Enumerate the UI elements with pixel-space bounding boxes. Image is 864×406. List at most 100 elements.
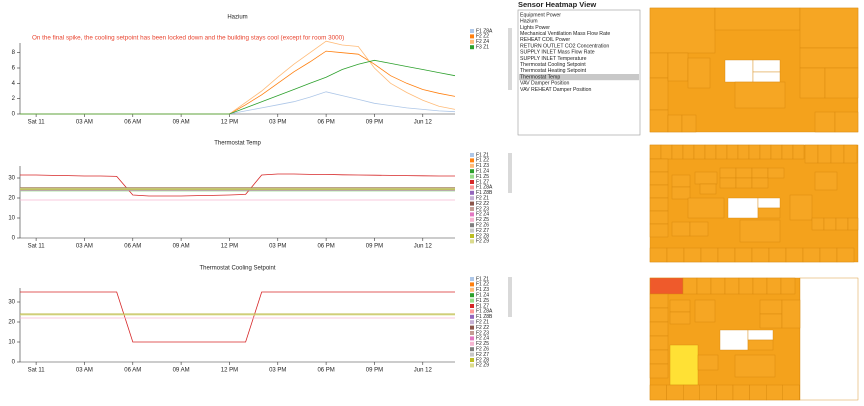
- room: [768, 247, 787, 263]
- legend-label: F2 Z2: [476, 34, 489, 40]
- room: [689, 221, 709, 237]
- chart-title: Thermostat Temp: [214, 141, 261, 147]
- room: [649, 363, 669, 379]
- y-tick-label: 20: [8, 196, 15, 202]
- x-tick-label: 03 PM: [269, 120, 286, 126]
- legend-swatch: [470, 363, 474, 368]
- room: [649, 7, 716, 54]
- legend-label: F2 Z2: [476, 201, 489, 207]
- sensor-option[interactable]: REHEAT COIL Power: [520, 37, 570, 43]
- scrollbar[interactable]: [508, 28, 512, 90]
- sensor-option[interactable]: SUPPLY INLET Mass Flow Rate: [520, 50, 595, 56]
- legend-swatch: [470, 282, 474, 287]
- sensor-option[interactable]: VAV REHEAT Damper Position: [520, 87, 592, 93]
- room: [759, 313, 783, 329]
- sensor-option[interactable]: Mechanical Ventilation Mass Flow Rate: [520, 31, 610, 37]
- room: [751, 177, 769, 189]
- room: [649, 384, 667, 401]
- room: [748, 144, 761, 160]
- sensor-list[interactable]: [517, 9, 641, 136]
- room: [811, 217, 825, 231]
- legend-label: F2 Z1: [476, 320, 489, 326]
- room: [749, 384, 767, 401]
- room: [734, 354, 776, 378]
- room: [671, 221, 691, 237]
- x-tick-label: 09 AM: [173, 244, 190, 250]
- sensor-option[interactable]: Thermostat Temp: [520, 74, 560, 80]
- legend-swatch: [470, 309, 474, 314]
- room: [699, 384, 717, 401]
- room: [804, 144, 819, 164]
- sensor-option[interactable]: RETURN OUTLET CO2 Concentration: [520, 43, 609, 49]
- room: [683, 384, 701, 401]
- x-tick-label: 06 AM: [124, 368, 141, 374]
- room: [792, 144, 805, 160]
- room: [649, 197, 669, 212]
- legend-label: F2 Z6: [476, 347, 489, 353]
- room: [836, 247, 855, 263]
- room: [694, 171, 718, 185]
- legend-label: F1 Z7: [476, 179, 489, 185]
- room: [724, 277, 740, 295]
- legend-label: F1 Z4: [476, 293, 489, 299]
- room: [649, 184, 669, 199]
- room: [649, 158, 669, 173]
- annotation: On the final spike, the cooling setpoint…: [32, 35, 344, 42]
- sensor-option[interactable]: Lights Power: [520, 25, 550, 31]
- room: [700, 247, 719, 263]
- x-tick-label: 09 PM: [366, 244, 383, 250]
- sensor-option[interactable]: VAV Damper Position: [520, 81, 570, 87]
- room: [799, 67, 826, 99]
- scrollbar[interactable]: [508, 277, 512, 317]
- room: [799, 7, 859, 49]
- legend-label: F1 Z1: [476, 152, 489, 158]
- legend-swatch: [470, 287, 474, 292]
- room: [734, 81, 786, 109]
- room: [693, 144, 706, 160]
- room: [781, 299, 801, 329]
- room: [819, 247, 838, 263]
- legend-swatch: [470, 347, 474, 352]
- x-tick-label: 12 PM: [221, 368, 238, 374]
- legend-swatch: [470, 29, 474, 33]
- room: [814, 171, 838, 191]
- legend-swatch: [470, 217, 474, 222]
- legend-swatch: [470, 212, 474, 217]
- legend-swatch: [470, 239, 474, 244]
- sensor-option[interactable]: Hazium: [520, 19, 538, 25]
- sensor-option[interactable]: Thermostat Heating Setpoint: [520, 68, 587, 74]
- x-tick-label: Jun 12: [414, 244, 433, 250]
- legend-swatch: [470, 277, 474, 281]
- room: [732, 384, 750, 401]
- sensor-option[interactable]: SUPPLY INLET Temperature: [520, 56, 587, 62]
- scrollbar[interactable]: [508, 153, 512, 193]
- room: [649, 307, 669, 323]
- room: [735, 167, 753, 179]
- room: [687, 57, 711, 89]
- legend-swatch: [470, 336, 474, 341]
- room: [704, 144, 717, 160]
- x-tick-label: Sat 11: [28, 244, 46, 250]
- room: [681, 114, 697, 133]
- x-tick-label: Sat 11: [28, 368, 46, 374]
- y-tick-label: 10: [8, 340, 15, 346]
- legend-label: F2 Z5: [476, 341, 489, 347]
- room: [802, 247, 821, 263]
- legend-label: F1 Z4: [476, 169, 489, 175]
- room: [847, 217, 859, 231]
- sensor-option[interactable]: Thermostat Cooling Setpoint: [520, 62, 586, 68]
- x-tick-label: 03 AM: [76, 244, 93, 250]
- room: [649, 223, 669, 238]
- legend-label: F2 Z9: [476, 239, 489, 245]
- room: [757, 207, 781, 219]
- y-tick-label: 0: [12, 360, 16, 366]
- x-tick-label: 03 AM: [76, 368, 93, 374]
- sensor-option[interactable]: Equipment Power: [520, 12, 561, 18]
- legend-swatch: [470, 304, 474, 308]
- x-tick-label: Jun 12: [414, 120, 433, 126]
- legend-swatch: [470, 331, 474, 335]
- room: [782, 384, 800, 401]
- legend-label: F2 Z3: [476, 330, 489, 336]
- legend-swatch: [470, 325, 474, 330]
